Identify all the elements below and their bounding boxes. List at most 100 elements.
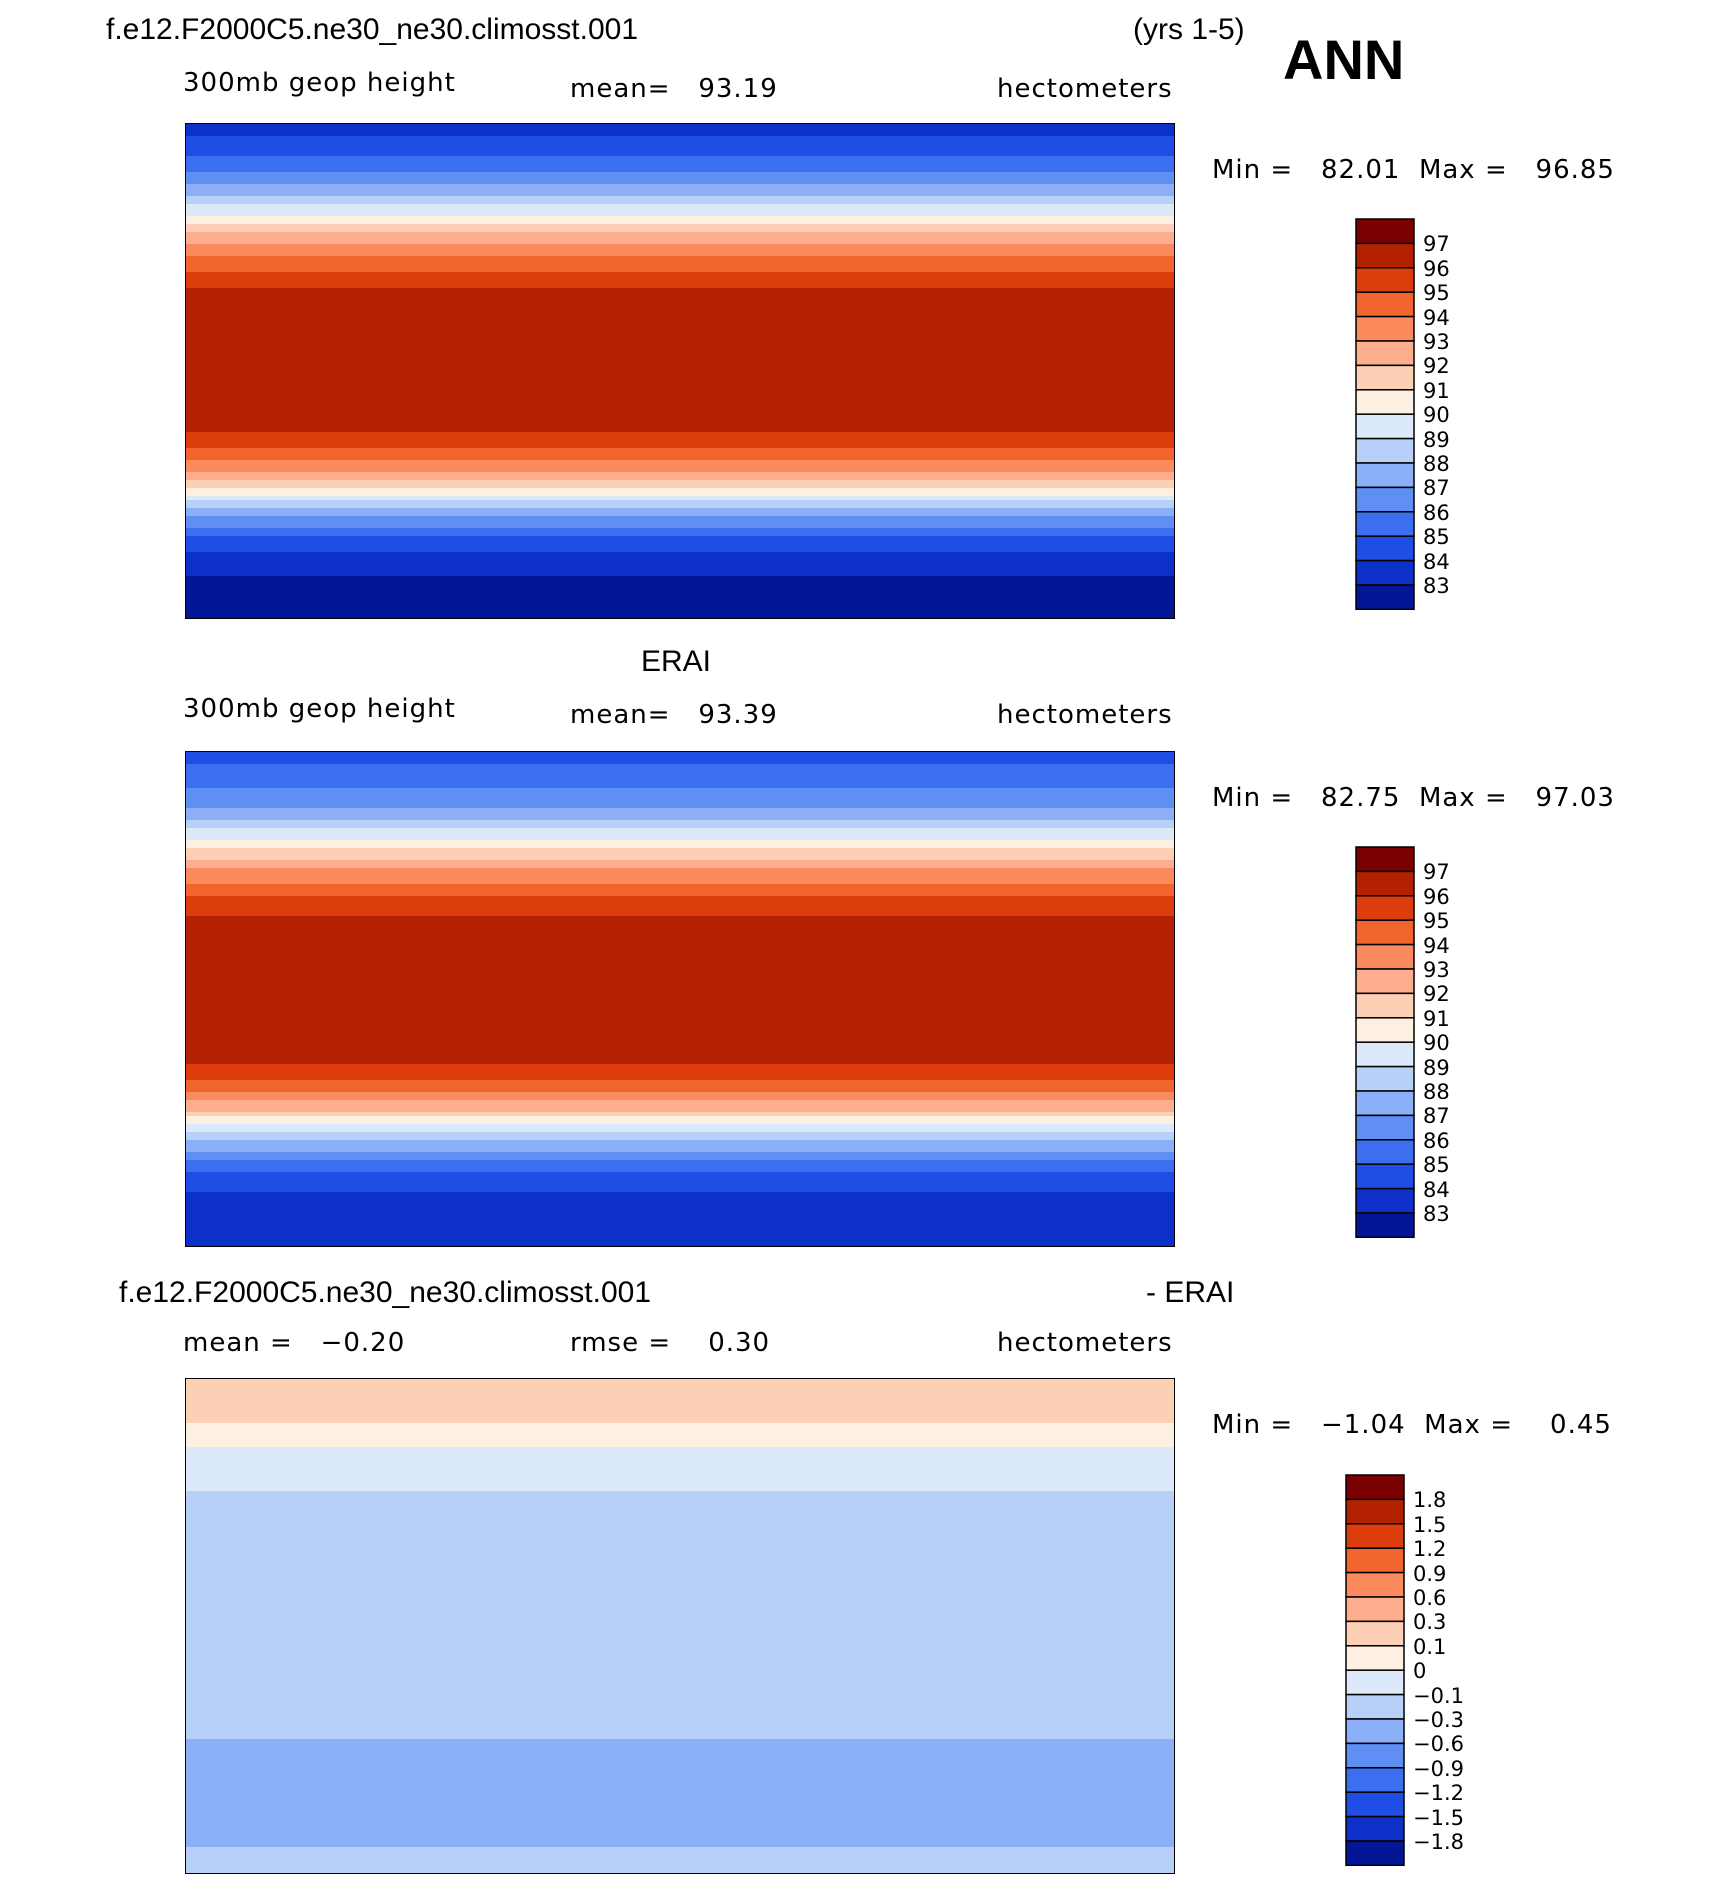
heatmap-band (186, 544, 1174, 549)
heatmap-band (186, 1599, 1174, 1604)
heatmap-band (186, 1703, 1174, 1708)
heatmap-band (186, 1715, 1174, 1720)
heatmap-band (186, 1511, 1174, 1516)
colorbar-swatch (1345, 1547, 1405, 1574)
heatmap-band (186, 132, 1174, 137)
heatmap-band (186, 168, 1174, 173)
colorbar-swatch (1345, 1718, 1405, 1745)
heatmap-band (186, 1220, 1174, 1225)
heatmap-band (186, 300, 1174, 305)
panel2-mean: mean= 93.39 (570, 700, 778, 730)
colorbar-tick-label: 85 (1423, 1153, 1450, 1178)
heatmap-band (186, 780, 1174, 785)
heatmap-band (186, 948, 1174, 953)
heatmap-band (186, 1391, 1174, 1396)
colorbar-tick-label: 83 (1423, 574, 1450, 598)
heatmap-band (186, 1839, 1174, 1844)
heatmap-band (186, 404, 1174, 409)
heatmap-band (186, 1064, 1174, 1069)
heatmap-band (186, 248, 1174, 253)
heatmap-band (186, 1823, 1174, 1828)
heatmap-band (186, 1647, 1174, 1652)
heatmap-band (186, 144, 1174, 149)
heatmap-band (186, 460, 1174, 465)
heatmap-band (186, 164, 1174, 169)
heatmap-band (186, 1040, 1174, 1045)
heatmap-band (186, 1224, 1174, 1229)
heatmap-band (186, 1499, 1174, 1504)
heatmap-band (186, 532, 1174, 537)
colorbar-swatch (1355, 1212, 1415, 1239)
heatmap-band (186, 356, 1174, 361)
heatmap-band (186, 1403, 1174, 1408)
heatmap-band (186, 1539, 1174, 1544)
heatmap-band (186, 332, 1174, 337)
heatmap-band (186, 360, 1174, 365)
colorbar-tick-label: 92 (1423, 354, 1450, 379)
heatmap-band (186, 956, 1174, 961)
heatmap-band (186, 316, 1174, 321)
colorbar-tick-label: 95 (1423, 909, 1450, 934)
heatmap-band (186, 1148, 1174, 1153)
heatmap-band (186, 1583, 1174, 1588)
heatmap-band (186, 432, 1174, 437)
heatmap-band (186, 1052, 1174, 1057)
heatmap-band (186, 1819, 1174, 1824)
colorbar-tick-label: 90 (1423, 403, 1450, 428)
heatmap-band (186, 1192, 1174, 1197)
heatmap-band (186, 148, 1174, 153)
colorbar-swatch (1355, 291, 1415, 318)
colorbar-tick-label: −0.9 (1413, 1756, 1464, 1781)
heatmap-band (186, 1779, 1174, 1784)
heatmap-band (186, 1691, 1174, 1696)
heatmap-band (186, 1383, 1174, 1388)
heatmap-band (186, 440, 1174, 445)
heatmap-band (186, 1004, 1174, 1009)
heatmap-band (186, 1807, 1174, 1812)
colorbar-tick-label: 87 (1423, 476, 1450, 501)
heatmap-band (186, 1651, 1174, 1656)
heatmap-band (186, 972, 1174, 977)
colorbar-swatch (1355, 267, 1415, 293)
colorbar-tick-label: 0.9 (1413, 1561, 1447, 1586)
heatmap-band (186, 804, 1174, 809)
colorbar-swatch (1345, 1669, 1405, 1696)
colorbar-tick-label: 86 (1423, 500, 1450, 525)
heatmap-band (186, 916, 1174, 921)
heatmap-band (186, 1835, 1174, 1840)
colorbar-tick-label: −1.2 (1413, 1781, 1464, 1806)
heatmap-band (186, 1495, 1174, 1500)
heatmap-band (186, 1140, 1174, 1145)
heatmap-band (186, 552, 1174, 557)
heatmap-band (186, 1475, 1174, 1480)
heatmap-band (186, 604, 1174, 609)
colorbar-tick-label: 1.8 (1413, 1488, 1447, 1513)
heatmap-band (186, 1112, 1174, 1117)
heatmap-band (186, 924, 1174, 929)
heatmap-band (186, 212, 1174, 217)
heatmap-band (186, 1523, 1174, 1528)
heatmap-band (186, 612, 1174, 617)
heatmap-band (186, 1423, 1174, 1428)
heatmap-band (186, 868, 1174, 873)
heatmap-band (186, 564, 1174, 569)
heatmap-band (186, 908, 1174, 913)
heatmap-band (186, 268, 1174, 273)
heatmap-band (186, 896, 1174, 901)
heatmap-band (186, 784, 1174, 789)
heatmap-band (186, 1827, 1174, 1832)
heatmap-band (186, 1080, 1174, 1085)
heatmap-band (186, 496, 1174, 501)
heatmap-band (186, 1747, 1174, 1752)
heatmap-band (186, 1024, 1174, 1029)
colorbar-swatch (1355, 315, 1415, 342)
heatmap-band (186, 128, 1174, 133)
heatmap-band (186, 952, 1174, 957)
heatmap-band (186, 1727, 1174, 1732)
heatmap-band (186, 1635, 1174, 1640)
heatmap-band (186, 1463, 1174, 1468)
colorbar-tick-label: −1.8 (1413, 1830, 1464, 1854)
heatmap-band (186, 1579, 1174, 1584)
heatmap-band (186, 204, 1174, 209)
heatmap-band (186, 124, 1174, 129)
